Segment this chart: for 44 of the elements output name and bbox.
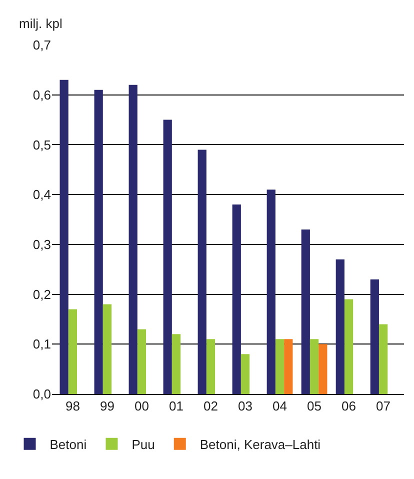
y-tick-label: 0,2 — [32, 286, 51, 302]
bar — [240, 354, 250, 394]
bar — [310, 339, 319, 394]
x-tick-label: 98 — [65, 398, 80, 414]
x-tick-label: 03 — [238, 398, 252, 414]
y-tick-label: 0,6 — [32, 87, 51, 102]
y-tick-label: 0,3 — [32, 236, 51, 252]
y-tick-label: 0,0 — [32, 386, 51, 402]
bar — [336, 259, 344, 394]
bar — [301, 229, 310, 394]
x-tick-label: 04 — [272, 398, 287, 414]
bar — [206, 339, 216, 394]
bar — [60, 80, 68, 394]
bar — [102, 304, 112, 394]
legend-label: Betoni, Kerava–Lahti — [200, 436, 321, 452]
bar — [198, 150, 206, 394]
bar — [232, 204, 241, 394]
bar — [128, 84, 138, 394]
x-tick-label: 07 — [376, 398, 391, 414]
x-tick-label: 01 — [169, 398, 184, 414]
bar — [344, 299, 354, 394]
x-tick-label: 00 — [134, 398, 149, 414]
bar — [94, 90, 103, 394]
x-tick-label: 05 — [307, 398, 322, 414]
x-tick-label: 99 — [100, 398, 114, 414]
x-tick-label: 06 — [342, 398, 356, 414]
bar — [378, 324, 388, 394]
bar — [266, 190, 276, 394]
y-tick-label: 0,4 — [32, 187, 51, 202]
bar — [68, 309, 78, 394]
legend-label: Betoni — [50, 436, 87, 452]
bar — [318, 344, 328, 394]
y-tick-label: 0,5 — [32, 137, 51, 152]
bar — [172, 334, 181, 394]
y-axis-title: milj. kpl — [19, 16, 62, 31]
bar — [275, 339, 284, 394]
bar — [137, 329, 146, 394]
x-tick-label: 02 — [204, 398, 218, 414]
bar — [163, 120, 172, 394]
y-tick-label: 0,7 — [32, 38, 51, 53]
legend-label: Puu — [132, 436, 155, 452]
bar — [370, 279, 379, 394]
bar — [284, 339, 293, 394]
y-tick-label: 0,1 — [32, 336, 51, 352]
